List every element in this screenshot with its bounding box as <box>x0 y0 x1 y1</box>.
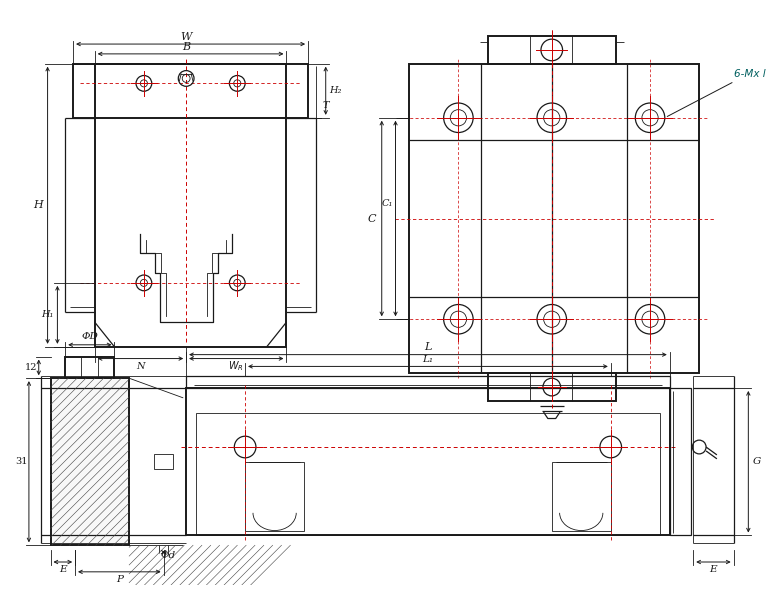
Text: $W_R$: $W_R$ <box>229 359 244 373</box>
Text: E: E <box>59 565 67 574</box>
Text: C: C <box>367 214 377 224</box>
Bar <box>488 373 616 401</box>
Text: 6-Mx l: 6-Mx l <box>668 68 765 116</box>
Text: N: N <box>136 362 145 371</box>
Bar <box>488 36 616 64</box>
Bar <box>410 64 699 373</box>
Text: Φd: Φd <box>161 550 176 560</box>
Bar <box>186 376 670 388</box>
Text: P: P <box>116 575 123 584</box>
Bar <box>186 388 670 536</box>
Text: L₁: L₁ <box>423 355 434 364</box>
Bar <box>245 462 304 530</box>
Bar <box>670 388 691 536</box>
Text: E: E <box>709 565 717 574</box>
Text: H₂: H₂ <box>330 86 342 95</box>
Text: T: T <box>323 101 329 110</box>
Bar <box>552 462 611 530</box>
Bar <box>196 412 660 536</box>
Bar <box>95 64 286 347</box>
Text: C₁: C₁ <box>382 199 393 208</box>
Text: L: L <box>424 342 432 352</box>
Text: B: B <box>182 42 190 52</box>
Text: 12: 12 <box>25 363 37 372</box>
Bar <box>73 64 308 118</box>
Text: G: G <box>753 457 762 466</box>
Text: W: W <box>180 32 192 42</box>
Bar <box>51 378 129 545</box>
Bar <box>154 454 173 468</box>
Text: H₁: H₁ <box>42 310 54 319</box>
Text: H: H <box>33 200 42 210</box>
Bar <box>65 356 115 378</box>
Text: ΦD: ΦD <box>82 332 99 342</box>
Text: 31: 31 <box>15 457 27 466</box>
